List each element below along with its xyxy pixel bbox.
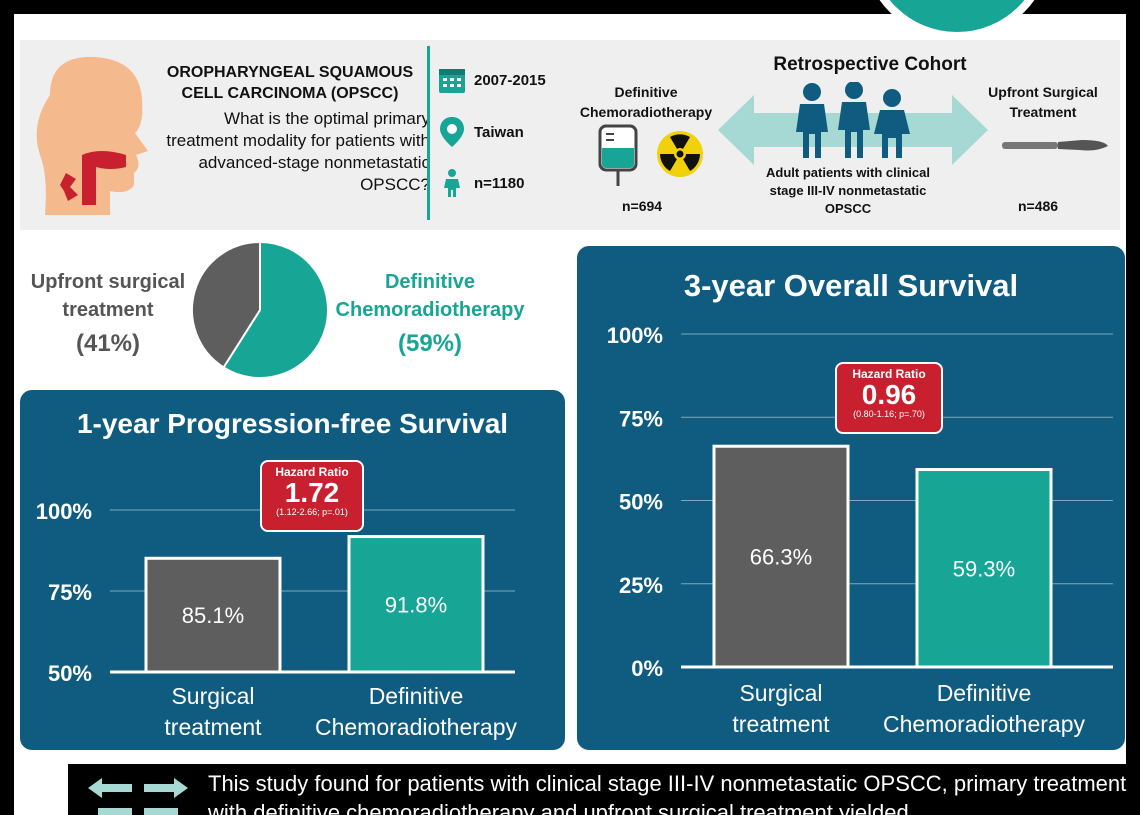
x-category-label: treatment (164, 714, 262, 740)
pfs-hr-ci: (1.12-2.66; p=.01) (276, 507, 348, 517)
x-category-label: Surgical (171, 683, 254, 709)
bar-value-label: 59.3% (953, 556, 1015, 581)
pfs-hr-value: 1.72 (284, 477, 340, 508)
y-tick-label: 0% (631, 656, 663, 681)
os-panel: 3-year Overall Survival 100% 75% 50% 25% 0% 6… (577, 246, 1125, 750)
pie-right-pct: (59%) (397, 330, 463, 357)
bar-surgical (712, 444, 850, 669)
y-tick-label: 75% (619, 406, 663, 431)
years-text: 2007-2015 (474, 71, 546, 89)
comparison-arrows-icon (88, 778, 188, 815)
pie-right-legend: Definitive Chemoradiotherapy (59%) (330, 268, 530, 358)
arm-left-label: Definitive Chemoradiotherapy (579, 84, 713, 120)
pie-right-label: Definitive Chemoradiotherapy (335, 271, 525, 321)
treatment-pie-chart (191, 240, 329, 379)
pie-left-pct: (41%) (75, 330, 141, 357)
study-sample: n=1180 (438, 168, 524, 198)
pie-slice-surgery (191, 240, 261, 369)
calendar-icon (439, 69, 465, 93)
y-tick-label: 50% (619, 490, 663, 515)
os-hr-value: 0.96 (861, 379, 917, 410)
os-hazard-ratio: Hazard Ratio 0.96 (0.80-1.16; p=.70) (835, 362, 943, 434)
x-category-label: Chemoradiotherapy (315, 714, 518, 740)
family-icon (796, 82, 910, 158)
x-category-label: treatment (732, 711, 830, 737)
head-profile-icon (36, 56, 148, 215)
x-category-label: Definitive (937, 680, 1032, 706)
pfs-hazard-ratio: Hazard Ratio 1.72 (1.12-2.66; p=.01) (260, 460, 364, 532)
cohort-title: Retrospective Cohort (773, 54, 967, 75)
x-category-label: Chemoradiotherapy (883, 711, 1086, 737)
pie-slice-chemoradiotherapy (222, 240, 329, 379)
y-tick-label: 100% (36, 499, 92, 524)
n-left: n=694 (622, 198, 663, 214)
n-right: n=486 (1018, 198, 1059, 214)
y-tick-label: 25% (619, 573, 663, 598)
scalpel-icon (1002, 140, 1108, 151)
y-tick-label: 75% (48, 580, 92, 605)
bar-value-label: 91.8% (385, 592, 447, 617)
divider (427, 46, 430, 220)
research-question: What is the optimal primary treatment mo… (166, 109, 430, 194)
arm-right-label: Upfront Surgical Treatment (988, 84, 1098, 120)
pfs-panel: 1-year Progression-free Survival 100% 75%… (20, 390, 565, 750)
pie-left-label: Upfront surgical treatment (30, 271, 186, 321)
bar-value-label: 66.3% (750, 545, 812, 570)
study-location: Taiwan (438, 116, 524, 148)
os-bar-chart: 100% 75% 50% 25% 0% 66.3% Surgical treatment 59.… (607, 323, 1113, 737)
pie-left-legend: Upfront surgical treatment (41%) (28, 268, 188, 358)
study-years: 2007-2015 (438, 66, 546, 94)
conclusion-footer: This study found for patients with clini… (68, 764, 1128, 815)
sample-text: n=1180 (474, 174, 525, 192)
os-hr-ci: (0.80-1.16; p=.70) (853, 409, 925, 419)
os-title: 3-year Overall Survival (683, 268, 1019, 303)
bar-value-label: 85.1% (182, 603, 244, 628)
y-tick-label: 50% (48, 661, 92, 686)
pfs-hr-label: Hazard Ratio (275, 465, 349, 479)
person-icon (444, 169, 460, 197)
cohort-description: Adult patients with clinical stage III-I… (766, 165, 930, 216)
bar-chemoradiotherapy (915, 468, 1053, 669)
pfs-bar-chart: 100% 75% 50% 85.1% Surgical treatment 91.8% Def… (36, 499, 518, 740)
iv-bag-icon (598, 124, 638, 186)
os-hr-label: Hazard Ratio (852, 367, 926, 381)
y-tick-label: 100% (607, 323, 663, 348)
location-text: Taiwan (474, 123, 524, 141)
bar-surgical (144, 556, 282, 674)
x-category-label: Surgical (739, 680, 822, 706)
opscc-title: OROPHARYNGEAL SQUAMOUS CELL CARCINOMA (O… (166, 64, 414, 102)
pfs-title: 1-year Progression-free Survival (76, 408, 509, 439)
conclusion-text: This study found for patients with clini… (208, 771, 1127, 815)
bar-chemoradiotherapy (347, 535, 485, 674)
x-category-label: Definitive (369, 683, 464, 709)
radiation-icon (657, 131, 703, 177)
location-pin-icon (440, 117, 464, 147)
